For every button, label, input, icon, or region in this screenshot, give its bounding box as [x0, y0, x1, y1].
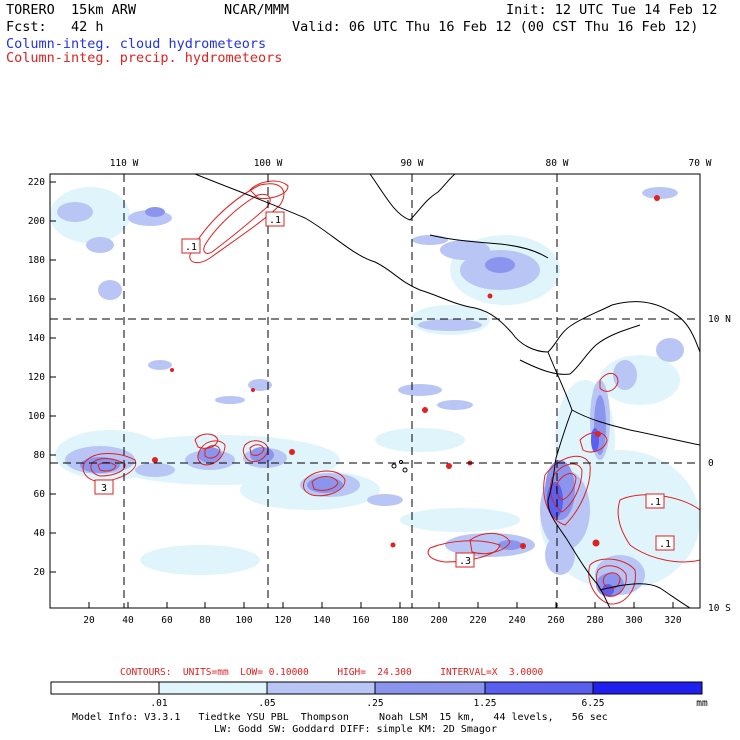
y-tick-label: 40: [34, 528, 46, 539]
colorbar-units: mm: [696, 698, 708, 709]
contour-label: .1: [659, 539, 671, 550]
colorbar-label: .05: [258, 698, 275, 709]
lon-label: 110 W: [110, 158, 139, 169]
x-tick-label: 180: [391, 615, 408, 626]
x-tick-labels: 20 40 60 80 100 120 140 160 180 200 220 …: [83, 615, 682, 626]
colorbar-label: .01: [150, 698, 167, 709]
contour-label: .1: [185, 242, 197, 253]
y-tick-label: 80: [34, 450, 46, 461]
colorbar-label: 6.25: [582, 698, 605, 709]
x-tick-label: 200: [430, 615, 447, 626]
x-tick-label: 60: [161, 615, 173, 626]
lon-label: 80 W: [546, 158, 569, 169]
contour-label: 3: [101, 483, 107, 494]
colorbar-label: 1.25: [474, 698, 497, 709]
lat-labels: 10 N 0 10 S: [708, 314, 731, 614]
precip-cells: [152, 195, 660, 549]
x-tick-label: 20: [83, 615, 95, 626]
org-label: NCAR/MMM: [224, 2, 290, 18]
lon-label: 100 W: [254, 158, 283, 169]
contour-label-texts: .1 .1 3 .3 .1 .1: [101, 215, 671, 567]
legend-cloud: Column-integ. cloud hydrometeors: [6, 36, 267, 52]
x-tick-marks: [88, 602, 674, 608]
x-tick-label: 240: [508, 615, 525, 626]
x-tick-label: 300: [625, 615, 642, 626]
cloud-field: [50, 187, 700, 597]
y-tick-label: 100: [28, 411, 45, 422]
lat-label: 0: [708, 458, 714, 469]
y-tick-labels: 220 200 180 160 140 120 100 80 60 40 20: [28, 177, 45, 578]
x-tick-label: 160: [352, 615, 369, 626]
coastlines: [194, 174, 700, 608]
contour-label: .3: [459, 556, 471, 567]
lon-label: 70 W: [689, 158, 712, 169]
x-tick-label: 280: [586, 615, 603, 626]
x-tick-label: 140: [313, 615, 330, 626]
colorbar-label: .25: [366, 698, 383, 709]
x-tick-label: 40: [122, 615, 134, 626]
contour-info: CONTOURS: UNITS=mm LOW= 0.10000 HIGH= 24…: [120, 667, 544, 678]
x-tick-label: 260: [547, 615, 564, 626]
model-info: Model Info: V3.3.1 Tiedtke YSU PBL Thomp…: [72, 712, 608, 723]
valid-time: Valid: 06 UTC Thu 16 Feb 12 (00 CST Thu …: [292, 19, 699, 35]
x-tick-label: 120: [274, 615, 291, 626]
y-tick-label: 60: [34, 489, 46, 500]
y-tick-label: 160: [28, 294, 45, 305]
lat-label: 10 S: [708, 603, 731, 614]
colorbar: [50, 681, 703, 695]
lon-label: 90 W: [401, 158, 424, 169]
graticule: [50, 174, 700, 608]
colorbar-labels: .01 .05 .25 1.25 6.25 mm: [150, 698, 708, 709]
init-time: Init: 12 UTC Tue 14 Feb 12: [506, 2, 718, 18]
y-tick-label: 140: [28, 333, 45, 344]
y-tick-label: 220: [28, 177, 45, 188]
model-title: TORERO 15km ARW: [6, 2, 137, 18]
model-physics: LW: Godd SW: Goddard DIFF: simple KM: 2D…: [214, 724, 497, 735]
galapagos-islands: [391, 460, 408, 473]
x-tick-label: 220: [469, 615, 486, 626]
forecast-hour: Fcst: 42 h: [6, 19, 104, 35]
y-tick-label: 200: [28, 216, 45, 227]
lon-labels: 110 W 100 W 90 W 80 W 70 W: [110, 158, 712, 169]
map-frame: [49, 173, 701, 609]
x-tick-label: 100: [235, 615, 252, 626]
y-tick-label: 120: [28, 372, 45, 383]
y-tick-label: 20: [34, 567, 46, 578]
legend-precip: Column-integ. precip. hydrometeors: [6, 50, 283, 66]
y-tick-marks: [50, 181, 56, 573]
lat-label: 10 N: [708, 314, 731, 325]
x-tick-label: 80: [199, 615, 211, 626]
x-tick-label: 320: [664, 615, 681, 626]
y-tick-label: 180: [28, 255, 45, 266]
contour-label: .1: [649, 497, 661, 508]
contour-label-boxes: [94, 211, 675, 568]
contour-label: .1: [269, 215, 281, 226]
